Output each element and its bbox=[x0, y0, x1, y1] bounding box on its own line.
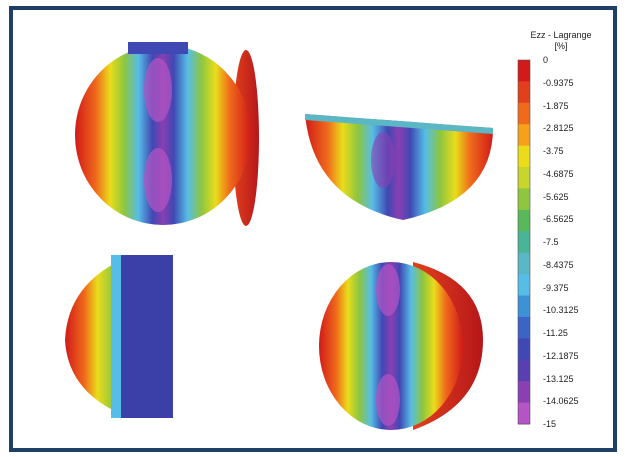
specimen-renders bbox=[65, 42, 531, 430]
colorbar-band bbox=[518, 295, 530, 318]
colorbar-band bbox=[518, 102, 530, 125]
half-cylinder-vertical-specimen bbox=[319, 262, 483, 430]
colorbar-band bbox=[518, 188, 530, 211]
colorbar-tick-label: -15 bbox=[543, 419, 557, 429]
colorbar-title: Ezz - Lagrange [%] bbox=[515, 30, 607, 52]
colorbar-band bbox=[518, 252, 530, 275]
colorbar-band bbox=[518, 145, 530, 168]
colorbar-tick-label: -5.625 bbox=[543, 191, 569, 202]
half-cylinder-horizontal-specimen bbox=[305, 114, 493, 220]
colorbar-tick-label: -9.375 bbox=[543, 282, 569, 293]
quarter-cylinder-specimen bbox=[65, 255, 173, 418]
colorbar-border bbox=[517, 59, 531, 425]
colorbar-band bbox=[518, 402, 530, 425]
colorbar-tick-label: -1.875 bbox=[543, 100, 569, 111]
colorbar-tick-label: -2.8125 bbox=[543, 123, 574, 134]
colorbar-tick-label: -11.25 bbox=[543, 328, 568, 338]
colorbar-tick-label: -0.9375 bbox=[543, 77, 574, 88]
colorbar-tick-label: -4.6875 bbox=[543, 168, 574, 179]
colorbar-band bbox=[518, 359, 530, 382]
colorbar-title-line2: [%] bbox=[554, 41, 568, 51]
colorbar-band bbox=[518, 167, 530, 189]
colorbar-tick-label: 0 bbox=[543, 55, 549, 65]
colorbar-tick-label: -6.5625 bbox=[543, 214, 574, 225]
colorbar-title-line1: Ezz - Lagrange bbox=[530, 30, 592, 40]
colorbar-band bbox=[518, 338, 530, 361]
colorbar-tick-label: -13.125 bbox=[543, 373, 574, 384]
colorbar-tick-label: -10.3125 bbox=[543, 305, 579, 316]
colorbar-tick-label: -14.0625 bbox=[543, 396, 579, 407]
colorbar-band bbox=[518, 81, 530, 104]
colorbar bbox=[517, 59, 531, 425]
colorbar-band bbox=[518, 381, 530, 404]
colorbar-band bbox=[518, 209, 530, 232]
figure-frame: Ezz - Lagrange [%] 0 -0.9375 -1.875 -2.8125… bbox=[9, 6, 617, 452]
colorbar-tick-label: -8.4375 bbox=[543, 259, 574, 270]
colorbar-band bbox=[518, 316, 530, 339]
colorbar-band bbox=[518, 231, 530, 254]
colorbar-tick-label: -3.75 bbox=[543, 146, 564, 156]
colorbar-band bbox=[518, 124, 530, 147]
full-cylinder-specimen bbox=[75, 42, 259, 226]
colorbar-band bbox=[518, 274, 530, 297]
colorbar-tick-label: -12.1875 bbox=[543, 350, 579, 361]
colorbar-tick-label: -7.5 bbox=[543, 237, 559, 247]
colorbar-band bbox=[518, 60, 530, 82]
